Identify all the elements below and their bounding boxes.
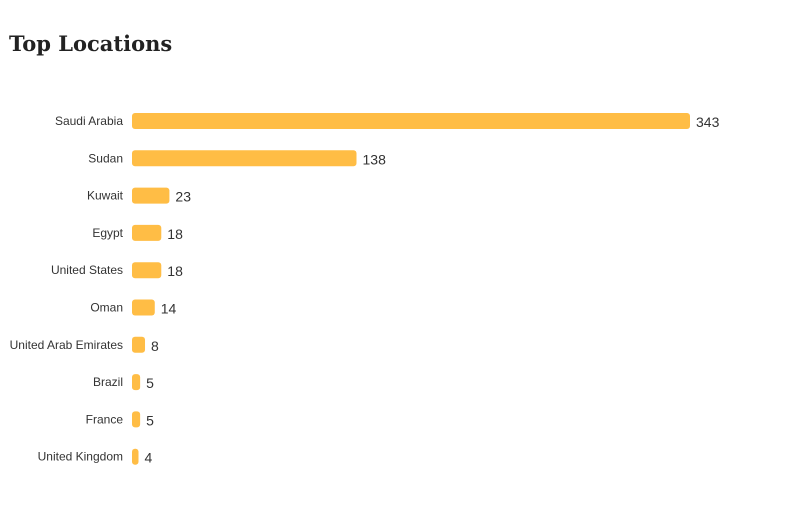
value-label: 8 xyxy=(151,338,159,354)
bar xyxy=(132,262,162,279)
category-label: United States xyxy=(51,263,123,277)
bar xyxy=(132,374,141,391)
category-label: Kuwait xyxy=(87,189,124,203)
category-label: Egypt xyxy=(92,226,123,240)
category-label: Oman xyxy=(90,301,123,315)
category-label: Saudi Arabia xyxy=(55,114,123,128)
value-label: 18 xyxy=(167,226,183,242)
category-label: France xyxy=(86,412,124,426)
page-title: Top Locations xyxy=(9,31,173,56)
value-label: 343 xyxy=(696,114,720,130)
bar xyxy=(132,448,139,465)
bar xyxy=(132,113,690,129)
bar xyxy=(132,224,162,241)
category-label: United Arab Emirates xyxy=(10,338,123,352)
bar xyxy=(132,187,170,204)
bar xyxy=(132,299,155,316)
bar xyxy=(132,150,357,167)
bar xyxy=(132,336,146,353)
value-label: 138 xyxy=(363,151,387,167)
value-label: 4 xyxy=(145,450,153,466)
value-label: 5 xyxy=(146,375,154,391)
category-label: Sudan xyxy=(88,151,123,165)
category-label: United Kingdom xyxy=(38,450,123,464)
value-label: 14 xyxy=(161,301,177,317)
bars-group: Saudi Arabia 343 Sudan 138 Kuwait 23 Egypt 18 Un… xyxy=(10,113,720,466)
value-label: 18 xyxy=(167,263,183,279)
category-label: Brazil xyxy=(93,375,123,389)
value-label: 5 xyxy=(146,412,154,428)
value-label: 23 xyxy=(175,189,191,205)
bar xyxy=(132,411,141,428)
